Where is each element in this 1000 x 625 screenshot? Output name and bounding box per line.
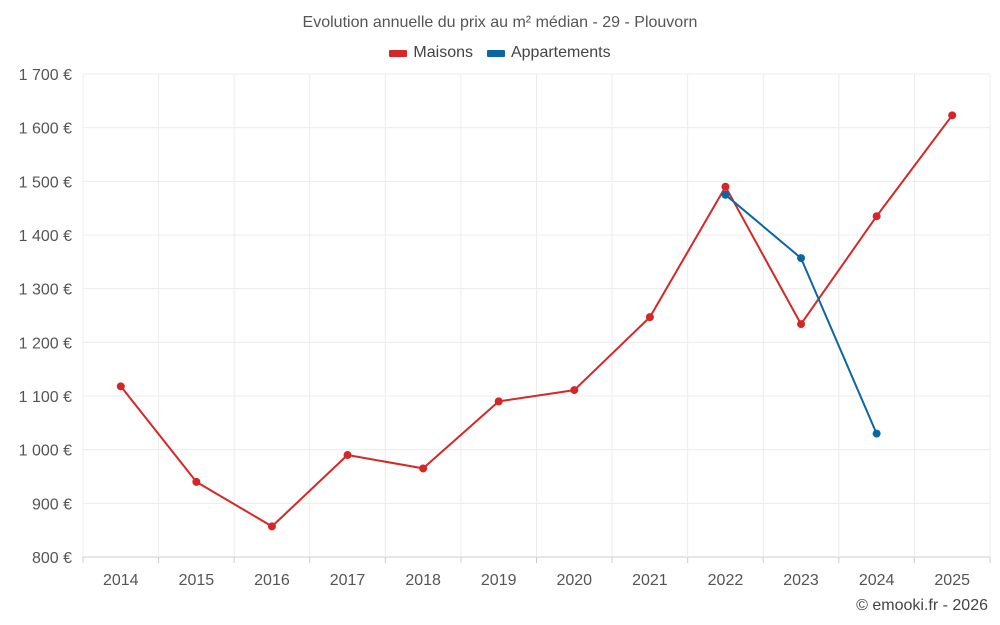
data-point-maisons — [267, 522, 276, 531]
data-point-maisons — [419, 464, 428, 473]
x-tick-label: 2025 — [934, 572, 970, 589]
data-point-maisons — [645, 313, 654, 322]
y-tick-label: 1 000 € — [19, 443, 72, 460]
legend-item-maisons[interactable]: Maisons — [389, 44, 473, 62]
data-point-maisons — [872, 212, 881, 221]
data-point-maisons — [494, 397, 503, 406]
x-tick-label: 2024 — [859, 572, 895, 589]
x-tick-label: 2016 — [254, 572, 290, 589]
data-point-maisons — [721, 182, 730, 191]
y-tick-label: 1 400 € — [19, 228, 72, 245]
y-tick-label: 1 300 € — [19, 282, 72, 299]
x-tick-label: 2015 — [179, 572, 215, 589]
legend-label-maisons: Maisons — [413, 44, 473, 61]
data-point-maisons — [570, 386, 579, 395]
credit-text: © emooki.fr - 2026 — [856, 597, 988, 614]
x-tick-label: 2023 — [783, 572, 819, 589]
data-point-maisons — [343, 451, 352, 460]
x-tick-label: 2020 — [556, 572, 592, 589]
data-point-maisons — [948, 111, 957, 120]
chart-legend: Maisons Appartements — [0, 44, 1000, 62]
y-tick-label: 900 € — [32, 496, 72, 513]
y-tick-label: 800 € — [32, 550, 72, 567]
y-tick-label: 1 200 € — [19, 335, 72, 352]
data-point-maisons — [797, 320, 806, 329]
legend-label-appartements: Appartements — [510, 44, 611, 61]
y-tick-label: 1 600 € — [19, 121, 72, 138]
data-point-maisons — [192, 477, 201, 486]
series-line-maisons — [120, 114, 954, 528]
y-tick-label: 1 100 € — [19, 389, 72, 406]
x-tick-label: 2021 — [632, 572, 668, 589]
x-tick-label: 2017 — [330, 572, 366, 589]
data-point-appartements — [721, 190, 730, 199]
series-line-appartements — [724, 194, 878, 434]
legend-swatch-appartements — [486, 49, 505, 57]
y-tick-label: 1 500 € — [19, 174, 72, 191]
y-tick-label: 1 700 € — [19, 67, 72, 84]
legend-swatch-maisons — [389, 49, 408, 57]
x-tick-label: 2014 — [103, 572, 139, 589]
data-point-maisons — [116, 382, 125, 391]
data-point-appartements — [872, 429, 881, 438]
x-tick-label: 2022 — [708, 572, 744, 589]
x-tick-label: 2019 — [481, 572, 517, 589]
x-tick-label: 2018 — [405, 572, 441, 589]
legend-item-appartements[interactable]: Appartements — [486, 44, 611, 62]
data-point-appartements — [797, 254, 806, 263]
chart-title: Evolution annuelle du prix au m² médian … — [302, 14, 698, 31]
